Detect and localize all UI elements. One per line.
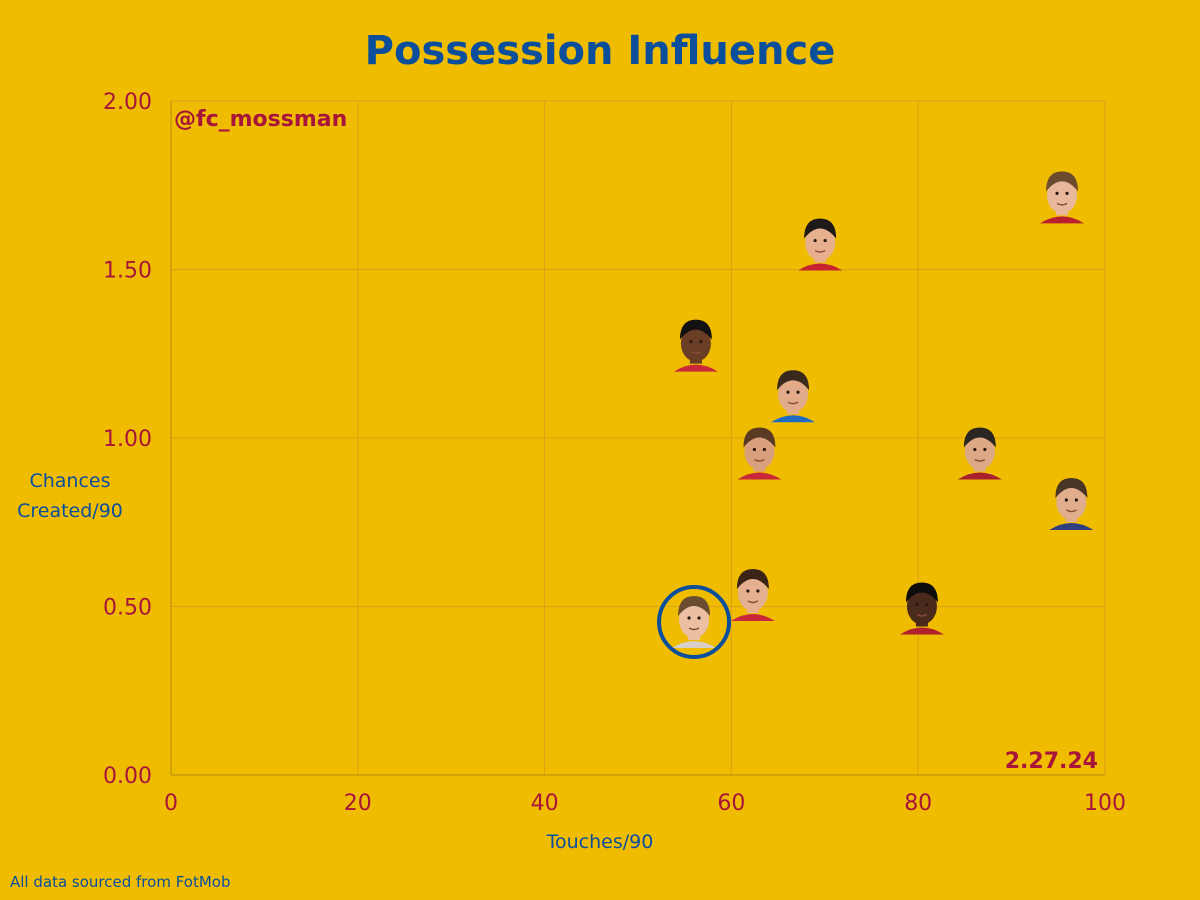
y-tick-label: 0.50 xyxy=(103,596,152,621)
player-point xyxy=(771,370,816,423)
player-mouth xyxy=(688,627,700,631)
player-shirt xyxy=(737,472,782,480)
player-eye xyxy=(1055,191,1059,195)
x-tick-label: 40 xyxy=(531,791,559,816)
player-face xyxy=(1047,177,1078,214)
player-eye xyxy=(796,390,800,394)
y-tick-label: 1.00 xyxy=(103,427,152,452)
player-face xyxy=(679,601,710,638)
player-hair xyxy=(1046,171,1079,192)
player-face xyxy=(744,433,775,470)
player-eye xyxy=(752,447,757,452)
player-mouth xyxy=(754,458,765,462)
player-eye xyxy=(786,390,790,394)
player-eye xyxy=(983,447,987,452)
y-axis-label-line-1: Chances xyxy=(29,470,110,492)
player-mouth xyxy=(916,613,928,617)
x-tick-label: 100 xyxy=(1084,791,1126,816)
player-eye xyxy=(699,340,703,344)
player-eye xyxy=(1065,191,1069,195)
player-hair xyxy=(905,582,938,603)
player-eye xyxy=(687,616,691,620)
highlight-ring xyxy=(657,584,732,659)
player-hair xyxy=(736,569,769,590)
player-shirt xyxy=(798,263,843,271)
player-eye xyxy=(746,589,750,593)
y-tick-label: 2.00 xyxy=(103,90,152,115)
player-shirt xyxy=(730,614,775,622)
author-handle: @fc_mossman xyxy=(174,107,347,132)
player-shirt xyxy=(957,472,1002,480)
player-face xyxy=(906,588,937,625)
player-point xyxy=(730,569,775,622)
player-eye xyxy=(697,616,701,620)
player-eye xyxy=(762,447,767,452)
x-tick-label: 80 xyxy=(904,791,932,816)
y-axis-label-line-2: Created/90 xyxy=(17,500,123,522)
player-hair xyxy=(679,319,712,340)
player-mouth xyxy=(787,401,799,405)
player-face xyxy=(778,376,809,413)
player-point xyxy=(737,427,782,480)
player-eye xyxy=(1074,498,1078,502)
axes: 0 20 40 60 80 100 0.00 0.50 1.00 1.50 2.00 xyxy=(103,90,1126,816)
player-shirt xyxy=(1040,216,1085,224)
y-tick-label: 1.50 xyxy=(103,259,152,284)
player-point xyxy=(798,218,843,271)
x-tick-label: 20 xyxy=(344,791,372,816)
player-mouth xyxy=(690,351,702,354)
player-eye xyxy=(689,340,693,344)
player-hair xyxy=(743,427,776,448)
player-face xyxy=(964,433,995,470)
player-shirt xyxy=(672,640,717,648)
player-eye xyxy=(915,602,919,607)
player-face xyxy=(737,575,768,612)
player-face xyxy=(1056,484,1087,521)
grid-lines xyxy=(170,100,1106,776)
data-points xyxy=(657,171,1094,659)
player-eye xyxy=(813,238,817,243)
player-point xyxy=(1040,171,1085,224)
y-tick-label: 0.00 xyxy=(103,764,152,789)
player-hair xyxy=(777,370,810,391)
player-point xyxy=(673,319,718,372)
player-point xyxy=(1049,478,1094,531)
player-hair xyxy=(1055,478,1088,499)
x-tick-label: 60 xyxy=(717,791,745,816)
player-mouth xyxy=(814,249,826,253)
player-eye xyxy=(1064,498,1068,502)
player-mouth xyxy=(1056,202,1068,206)
player-hair xyxy=(804,218,837,239)
player-point xyxy=(957,427,1002,480)
player-mouth xyxy=(1066,509,1077,513)
player-mouth xyxy=(747,600,759,604)
player-mouth xyxy=(974,458,986,462)
player-shirt xyxy=(673,364,718,372)
x-tick-label: 0 xyxy=(164,791,178,816)
x-axis-label: Touches/90 xyxy=(546,831,654,853)
player-eye xyxy=(973,447,977,452)
player-shirt xyxy=(899,627,944,635)
chart-title: Possession Influence xyxy=(365,28,836,74)
player-eye xyxy=(925,602,929,607)
player-shirt xyxy=(1049,523,1094,531)
highlighted-player-point xyxy=(657,584,732,659)
player-hair xyxy=(963,427,996,448)
player-face xyxy=(805,224,836,261)
player-face xyxy=(680,325,711,362)
source-note: All data sourced from FotMob xyxy=(10,873,231,891)
player-eye xyxy=(756,589,760,593)
player-eye xyxy=(823,238,827,243)
player-point xyxy=(899,582,944,635)
player-hair xyxy=(678,595,711,616)
chart-date: 2.27.24 xyxy=(1005,749,1098,774)
player-shirt xyxy=(771,415,816,423)
